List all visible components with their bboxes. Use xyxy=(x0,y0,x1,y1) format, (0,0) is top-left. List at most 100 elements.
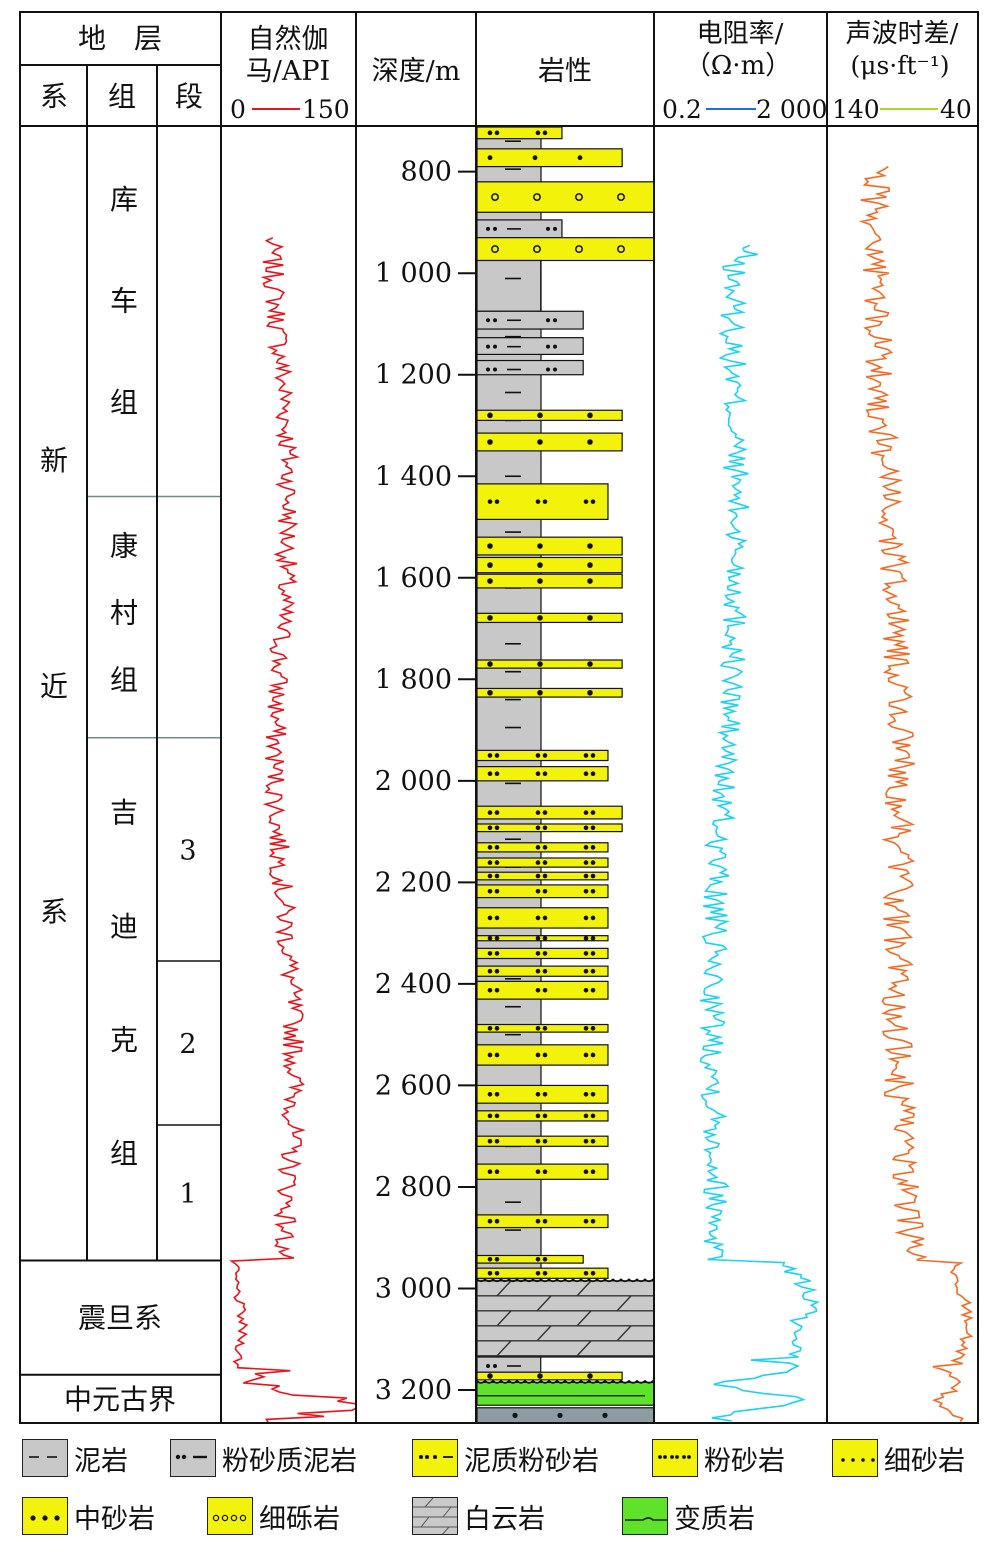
legend-label: 泥质粉砂岩 xyxy=(464,1445,599,1477)
lithology-bed-medium-sandstone xyxy=(477,432,623,452)
legend-item-mudstone: 泥岩 xyxy=(22,1436,128,1480)
lithology-bed-silty-mudstone xyxy=(477,359,584,376)
legend-item-muddy-siltstone: 泥质粉砂岩 xyxy=(412,1436,599,1480)
lithology-bed-siltstone xyxy=(477,935,609,942)
lithology-bed-siltstone xyxy=(477,907,609,929)
ac-title-line1: 声波时差/ xyxy=(846,19,959,49)
lithology-bed-siltstone xyxy=(477,1023,609,1033)
depth-tick-label: 1 800 xyxy=(375,664,452,695)
legend-label: 变质岩 xyxy=(674,1503,755,1535)
lithology-bed-siltstone xyxy=(477,1084,609,1104)
lithology-bed-medium-sandstone xyxy=(477,409,623,422)
legend-item-dolomite: 白云岩 xyxy=(412,1494,545,1538)
lithology-bed-siltstone xyxy=(477,842,609,853)
depth-tick-label: 2 200 xyxy=(375,867,452,898)
lithology-bed-siltstone xyxy=(477,1267,609,1279)
legend: 泥岩 粉砂质泥岩 泥质粉砂岩 粉砂岩 细砂岩中砂岩 细砾岩 白云岩 变质岩 xyxy=(0,1430,1000,1544)
legend-item-siltstone: 粉砂岩 xyxy=(652,1436,785,1480)
section-label: 1 xyxy=(179,1179,196,1210)
depth-tick-label: 2 400 xyxy=(375,969,452,1000)
lithology-bed-silty-mudstone xyxy=(477,310,584,330)
depth-tick-label: 2 800 xyxy=(375,1172,452,1203)
depth-axis: 800 1 000 1 200 1 400 1 600 1 800 2 000 2 200 2 … xyxy=(375,157,476,1406)
system-label: 震旦系 xyxy=(78,1302,162,1335)
legend-label: 细砾岩 xyxy=(259,1503,340,1535)
lithology-bed-medium-sandstone xyxy=(477,556,623,574)
section-label: 2 xyxy=(179,1029,196,1060)
lithology-bed-silty-mudstone xyxy=(477,219,563,239)
lithology-bed-siltstone xyxy=(477,805,623,820)
ac-title-line2: (μs·ft⁻¹) xyxy=(850,51,949,80)
lithology-bed-siltstone xyxy=(477,1110,609,1122)
lithology-bed-mudstone xyxy=(477,259,542,312)
legend-item-medium-sandstone: 中砂岩 xyxy=(22,1494,155,1538)
legend-label: 粉砂质泥岩 xyxy=(222,1445,357,1477)
system-label-char: 近 xyxy=(40,670,68,703)
section-label: 3 xyxy=(179,835,196,866)
depth-tick-label: 1 600 xyxy=(375,563,452,594)
lithology-bed-dolomite xyxy=(477,1280,654,1358)
lithology-bed-silty-mudstone xyxy=(477,1356,542,1373)
depth-tick-label: 800 xyxy=(400,157,452,188)
ac-curve xyxy=(858,165,974,1422)
res-curve xyxy=(698,244,820,1422)
legend-swatch-fine-sandstone xyxy=(832,1439,878,1477)
resistivity-track xyxy=(698,244,820,1422)
group-label-char: 库 xyxy=(110,183,138,216)
group-label-char: 车 xyxy=(110,284,138,317)
system-label-char: 新 xyxy=(40,444,68,477)
lithology-bed-fine-conglomerate xyxy=(477,237,654,262)
lithology-bed-base-sandstone xyxy=(477,1407,654,1423)
lithology-bed-siltstone xyxy=(477,857,609,868)
res-title-line1: 电阻率/ xyxy=(697,19,784,49)
res-scale-max: 2 000 xyxy=(756,95,828,124)
group-label-char: 克 xyxy=(110,1024,138,1057)
well-log-diagram: 地 层 系 组 段 自然伽 马/API 0 150 深度/m 岩性 电阻率/ （… xyxy=(19,11,979,1424)
gr-scale-min: 0 xyxy=(230,95,246,124)
lithology-bed-fine-sandstone xyxy=(477,148,623,168)
depth-tick-label: 1 000 xyxy=(375,258,452,289)
table-frame xyxy=(19,11,979,1424)
depth-tick-label: 2 000 xyxy=(375,766,452,797)
gr-track xyxy=(229,236,355,1423)
legend-swatch-muddy-siltstone xyxy=(412,1439,458,1477)
depth-column-header: 深度/m xyxy=(372,56,461,87)
lithology-bed-medium-sandstone xyxy=(477,612,623,624)
depth-tick-label: 3 000 xyxy=(375,1273,452,1304)
legend-label: 粉砂岩 xyxy=(704,1445,785,1477)
legend-swatch-dolomite xyxy=(412,1497,458,1535)
lithology-bed-siltstone xyxy=(477,823,623,833)
group-label-char: 组 xyxy=(110,1137,138,1170)
unconformity-line xyxy=(477,1278,654,1283)
lithology-bed-siltstone xyxy=(477,1254,584,1264)
lithology-bed-medium-sandstone xyxy=(477,536,623,556)
depth-tick-label: 1 200 xyxy=(375,360,452,391)
lithology-bed-siltstone xyxy=(477,1214,609,1229)
group-label-char: 组 xyxy=(110,663,138,696)
lithology-bed-siltstone xyxy=(477,483,609,521)
legend-label: 泥岩 xyxy=(74,1445,128,1477)
system-label: 中元古界 xyxy=(64,1383,176,1416)
lithology-bed-siltstone xyxy=(477,127,563,140)
legend-label: 中砂岩 xyxy=(74,1503,155,1535)
group-label-char: 迪 xyxy=(110,910,138,943)
lithology-bed-siltstone xyxy=(477,947,609,960)
gr-scale-max: 150 xyxy=(302,95,350,124)
lithology-column-header: 岩性 xyxy=(538,56,592,87)
lithology-bed-siltstone xyxy=(477,884,609,899)
lithology-bed-medium-sandstone xyxy=(477,687,623,698)
legend-swatch-siltstone xyxy=(652,1439,698,1477)
res-scale-min: 0.2 xyxy=(662,95,702,124)
depth-tick-label: 1 400 xyxy=(375,461,452,492)
lithology-bed-siltstone xyxy=(477,1044,609,1066)
lithology-bed-siltstone xyxy=(477,965,609,977)
unconformity-line xyxy=(477,1379,654,1384)
legend-item-metamorphic: 变质岩 xyxy=(622,1494,755,1538)
system-label-char: 系 xyxy=(40,896,68,929)
strat-title: 地 层 xyxy=(78,22,162,55)
legend-swatch-silty-mudstone xyxy=(170,1439,216,1477)
group-label-char: 康 xyxy=(110,529,138,562)
legend-item-fine-sandstone: 细砂岩 xyxy=(832,1436,965,1480)
lithology-column xyxy=(477,127,654,1423)
